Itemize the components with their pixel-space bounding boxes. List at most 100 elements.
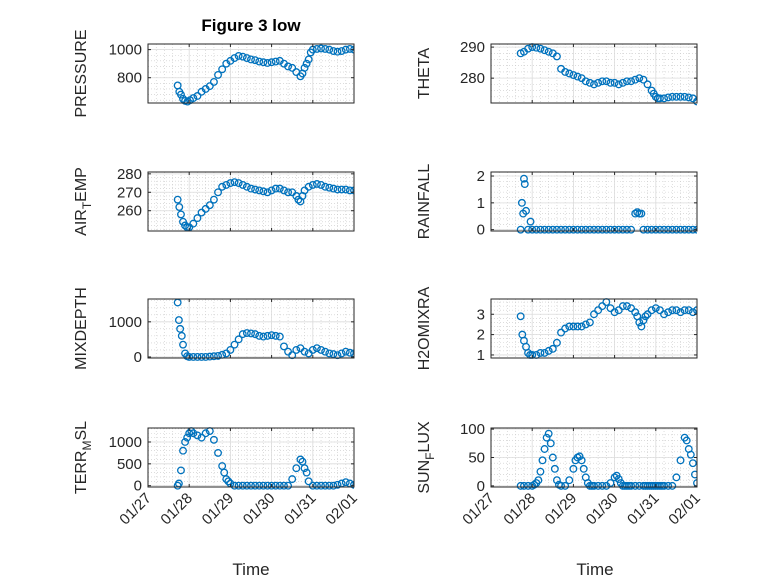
- subplot-mixdepth: 0 1000 MIXDEPTH: [73, 287, 355, 370]
- axes-box: [147, 298, 355, 359]
- y-axis-label: TERRMSL: [73, 421, 94, 494]
- data-point: [618, 225, 627, 234]
- data-point: [189, 429, 198, 438]
- y-axis-label: PRESSURE: [73, 29, 90, 117]
- data-point: [614, 306, 623, 315]
- data-point: [561, 324, 570, 333]
- data-point: [267, 481, 276, 490]
- data-point: [197, 352, 206, 361]
- data-point: [321, 347, 330, 356]
- data-point: [209, 195, 218, 204]
- data-point: [288, 475, 297, 484]
- series-markers: [516, 429, 697, 490]
- y-tick-label: 50: [468, 450, 485, 467]
- data-point: [177, 466, 185, 475]
- y-tick-label: 2: [477, 168, 485, 185]
- series-markers: [516, 298, 697, 359]
- data-point: [548, 453, 557, 462]
- y-tick-label: 100: [460, 421, 485, 438]
- data-point: [312, 180, 321, 188]
- data-point: [520, 481, 528, 490]
- data-point: [333, 47, 342, 56]
- series-markers: [173, 44, 354, 106]
- data-point: [623, 77, 631, 86]
- data-point: [606, 78, 615, 87]
- data-point: [201, 352, 210, 361]
- data-point: [300, 464, 309, 473]
- data-point: [345, 44, 354, 53]
- data-point: [680, 306, 689, 315]
- data-point: [655, 306, 664, 315]
- data-point: [684, 306, 693, 315]
- y-tick-label: 0: [134, 349, 142, 366]
- subplot-h2omixra: 1 2 3 H2OMIXRA: [416, 286, 698, 370]
- data-point: [251, 481, 260, 490]
- subplot-sun-flux: 0 50 100 01/27 01/28 01/29 01/30 01/31 02/01 SUNF…: [416, 421, 704, 528]
- data-point: [242, 54, 251, 62]
- data-point: [516, 225, 525, 234]
- data-point: [317, 180, 325, 189]
- data-point: [577, 322, 586, 331]
- data-point: [536, 44, 545, 53]
- x-tick-label: 01/28: [500, 490, 539, 529]
- data-point: [280, 186, 288, 195]
- data-point: [325, 481, 334, 490]
- data-point: [618, 78, 627, 87]
- data-point: [569, 225, 578, 234]
- data-point: [284, 62, 293, 71]
- data-point: [536, 467, 545, 476]
- data-point: [214, 351, 222, 360]
- data-point: [175, 203, 184, 211]
- subplot-theta: 280 290 THETA: [416, 39, 698, 106]
- x-tick-label: 01/27: [116, 490, 155, 529]
- data-point: [544, 346, 553, 355]
- data-point: [224, 477, 233, 486]
- data-point: [288, 63, 297, 72]
- axes-box: [490, 171, 698, 232]
- data-point: [557, 225, 565, 234]
- data-point: [193, 352, 202, 361]
- data-point: [602, 77, 611, 86]
- x-tick-label: 01/29: [199, 490, 238, 529]
- y-tick-label: 260: [117, 203, 142, 220]
- data-point: [565, 69, 574, 78]
- data-point: [242, 182, 251, 191]
- data-point: [643, 225, 652, 234]
- data-point: [594, 78, 603, 87]
- data-point: [688, 308, 697, 317]
- data-point: [631, 308, 640, 317]
- data-point: [577, 456, 586, 465]
- data-point: [565, 225, 574, 234]
- axes-box: [147, 171, 355, 232]
- data-point: [267, 186, 276, 195]
- data-point: [655, 94, 664, 103]
- data-point: [214, 70, 222, 79]
- data-point: [302, 59, 311, 68]
- data-point: [639, 75, 648, 84]
- data-point: [255, 186, 264, 195]
- data-point: [214, 188, 222, 197]
- y-tick-label: 1000: [109, 434, 142, 451]
- data-point: [308, 345, 317, 354]
- data-point: [247, 55, 255, 64]
- data-point: [594, 225, 603, 234]
- data-point: [585, 78, 594, 87]
- data-point: [302, 468, 311, 477]
- data-point: [263, 481, 272, 490]
- y-tick-label: 0: [477, 222, 485, 239]
- data-point: [205, 201, 214, 210]
- data-point: [308, 180, 317, 189]
- data-point: [590, 80, 598, 89]
- data-point: [668, 306, 677, 315]
- data-point: [329, 481, 338, 490]
- data-point: [321, 44, 330, 53]
- data-point: [676, 456, 685, 465]
- y-tick-label: 1: [477, 347, 485, 364]
- data-point: [520, 174, 528, 183]
- minor-grid: [147, 299, 355, 358]
- x-tick-label: 02/01: [322, 490, 361, 529]
- data-point: [255, 57, 264, 66]
- data-point: [590, 225, 598, 234]
- data-point: [664, 308, 673, 317]
